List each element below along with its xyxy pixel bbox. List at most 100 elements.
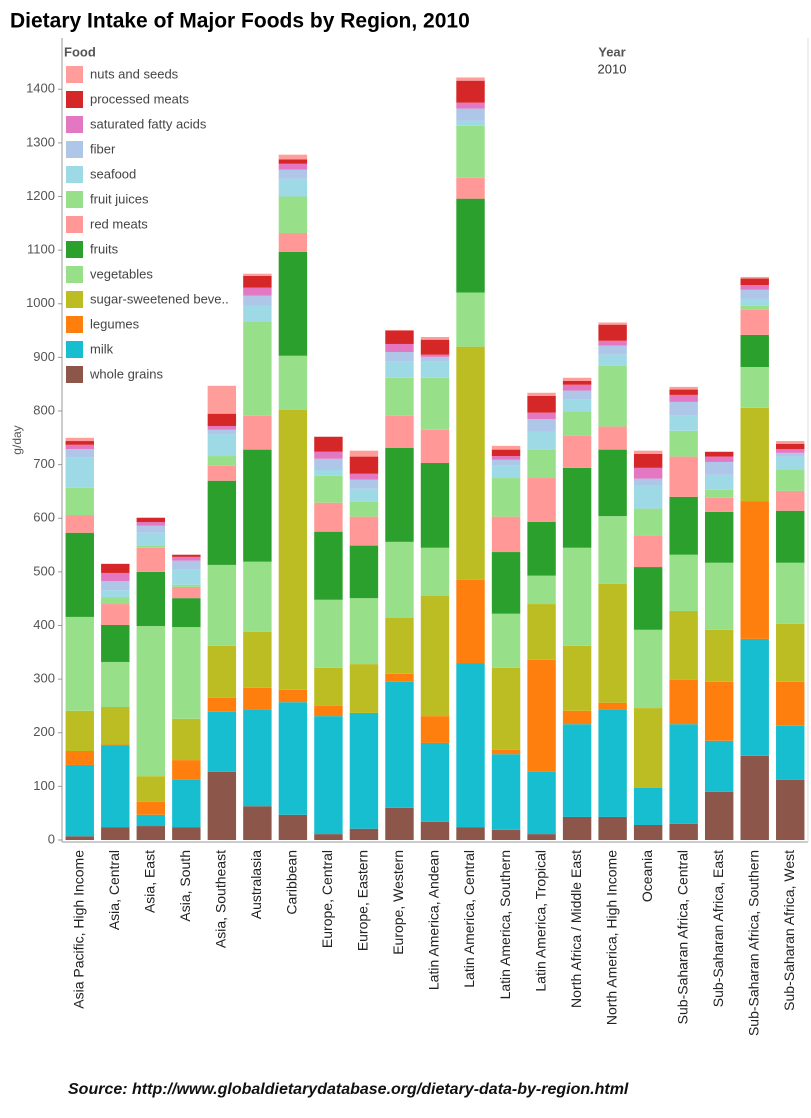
bar-segment: [491, 754, 521, 830]
bar-segment: [172, 827, 201, 840]
bar-segment: [243, 305, 272, 322]
bar-segment: [562, 390, 592, 400]
bar-segment: [491, 478, 521, 517]
bar-segment: [669, 386, 698, 390]
x-tick-label: Latin America, Tropical: [532, 850, 548, 992]
bar-segment: [776, 681, 805, 726]
bar-segment: [243, 273, 272, 276]
x-tick-label: Latin America, Southern: [497, 850, 513, 999]
bar-segment: [491, 613, 521, 668]
bar-segment: [278, 163, 308, 170]
bar-segment: [456, 120, 485, 126]
legend-label: red meats: [90, 216, 148, 231]
bar-segment: [598, 345, 627, 355]
bar-segment: [136, 522, 166, 526]
bar-segment: [385, 343, 414, 353]
legend-swatch: [66, 241, 83, 258]
legend-title: Food: [64, 44, 96, 59]
bar-segment: [456, 102, 485, 109]
bar-segment: [491, 459, 521, 466]
bar-segment: [704, 740, 734, 792]
legend-swatch: [66, 341, 83, 358]
bar-segment: [278, 689, 308, 703]
bar-segment: [65, 836, 94, 840]
bar-segment: [207, 697, 237, 712]
bar-segment: [243, 687, 272, 710]
legend-label: processed meats: [90, 91, 189, 106]
bar-segment: [598, 702, 627, 710]
bar-segment: [243, 275, 272, 288]
x-tick-label: Sub-Saharan Africa, Central: [674, 850, 690, 1024]
legend-label: whole grains: [89, 366, 163, 381]
bar-segment: [385, 330, 414, 331]
bar-segment: [456, 663, 485, 828]
bar-segment: [278, 154, 308, 160]
bar-segment: [740, 284, 769, 290]
legend-label: fruits: [90, 241, 119, 256]
legend-swatch: [66, 216, 83, 233]
bar-segment: [776, 452, 805, 457]
legend-swatch: [66, 316, 83, 333]
x-tick-label: North America, High Income: [603, 850, 619, 1025]
bar-segment: [136, 547, 166, 572]
bar-segment: [101, 661, 130, 708]
y-axis-label: g/day: [10, 425, 24, 454]
bar-segment: [491, 445, 521, 450]
bar-segment: [172, 556, 201, 561]
bar-segment: [65, 444, 94, 450]
bar-segment: [527, 449, 556, 479]
bar-segment: [349, 545, 379, 599]
bar-segment: [172, 779, 201, 828]
bar-segment: [349, 501, 379, 517]
bar-segment: [207, 385, 237, 414]
bar-segment: [243, 449, 272, 562]
bar-segment: [776, 490, 805, 511]
bar-segment: [456, 80, 485, 103]
bar-segment: [65, 710, 94, 751]
bar-segment: [598, 324, 627, 341]
bar-segment: [633, 485, 663, 509]
bar-segment: [598, 449, 627, 517]
bar-segment: [704, 681, 734, 741]
bar-segment: [776, 562, 805, 624]
bar-segment: [704, 629, 734, 682]
bar-segment: [243, 709, 272, 807]
legend-swatch: [66, 266, 83, 283]
bar-segment: [101, 604, 130, 625]
bar-segment: [669, 456, 698, 497]
bar-segment: [101, 827, 130, 840]
bar-segment: [633, 467, 663, 479]
bar-segment: [740, 501, 769, 639]
y-tick-label: 0: [48, 831, 55, 846]
bar-segment: [456, 292, 485, 347]
bar-segment: [349, 516, 379, 546]
bar-segment: [776, 623, 805, 682]
bar-segment: [633, 535, 663, 568]
x-tick-label: Asia, Central: [106, 850, 122, 930]
bar-segment: [278, 232, 308, 252]
bar-segment: [704, 461, 734, 475]
bar-segment: [420, 377, 450, 430]
bar-segment: [243, 806, 272, 840]
bar-segment: [243, 321, 272, 416]
bar-segment: [385, 448, 414, 542]
bar-segment: [243, 295, 272, 306]
bar-segment: [349, 488, 379, 502]
bar-segment: [420, 547, 450, 597]
y-tick-label: 400: [33, 617, 55, 632]
bar-segment: [598, 816, 627, 840]
x-tick-label: Asia Pacific, High Income: [70, 850, 86, 1009]
bar-segment: [420, 742, 450, 822]
legend-label: seafood: [90, 166, 136, 181]
legend-label: milk: [90, 341, 114, 356]
legend-swatch: [66, 116, 83, 133]
bar-segment: [172, 598, 201, 628]
bar-segment: [278, 814, 308, 840]
bar-segment: [562, 816, 592, 840]
bar-segment: [278, 409, 308, 690]
bar-segment: [349, 828, 379, 840]
bar-segment: [740, 367, 769, 408]
bar-segment: [562, 377, 592, 381]
bar-segment: [527, 392, 556, 396]
bar-segment: [136, 545, 166, 548]
